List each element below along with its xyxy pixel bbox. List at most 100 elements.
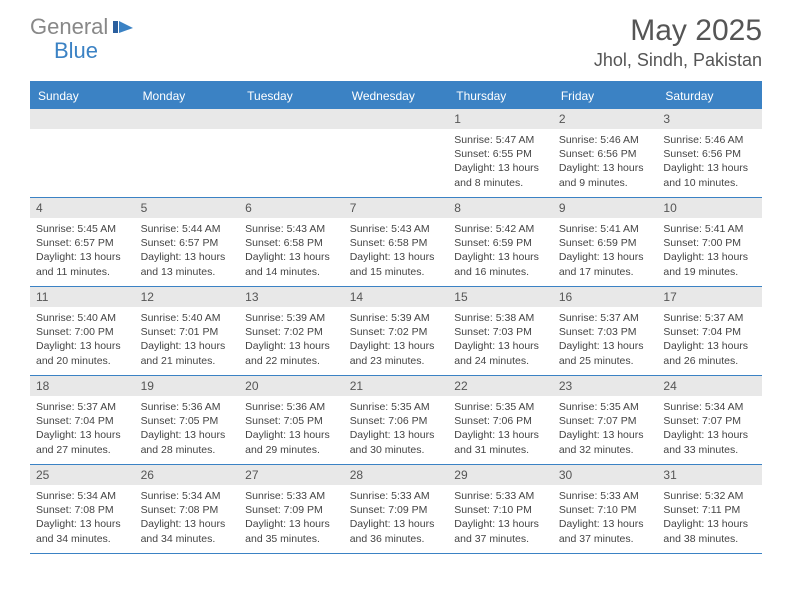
weekday-thursday: Thursday	[448, 83, 553, 109]
sunrise-text: Sunrise: 5:46 AM	[663, 133, 756, 147]
daylight-text: Daylight: 13 hours and 13 minutes.	[141, 250, 234, 278]
sunset-text: Sunset: 7:05 PM	[141, 414, 234, 428]
day-number: 21	[344, 376, 449, 396]
day-number: 5	[135, 198, 240, 218]
day-cell: 15Sunrise: 5:38 AMSunset: 7:03 PMDayligh…	[448, 287, 553, 375]
day-info: Sunrise: 5:37 AMSunset: 7:04 PMDaylight:…	[30, 396, 135, 463]
daylight-text: Daylight: 13 hours and 34 minutes.	[36, 517, 129, 545]
daylight-text: Daylight: 13 hours and 33 minutes.	[663, 428, 756, 456]
day-cell: 18Sunrise: 5:37 AMSunset: 7:04 PMDayligh…	[30, 376, 135, 464]
day-number: 13	[239, 287, 344, 307]
weekday-saturday: Saturday	[657, 83, 762, 109]
day-number: 30	[553, 465, 658, 485]
day-info: Sunrise: 5:38 AMSunset: 7:03 PMDaylight:…	[448, 307, 553, 374]
day-number: 11	[30, 287, 135, 307]
sunrise-text: Sunrise: 5:32 AM	[663, 489, 756, 503]
day-info: Sunrise: 5:34 AMSunset: 7:08 PMDaylight:…	[30, 485, 135, 552]
location-label: Jhol, Sindh, Pakistan	[594, 50, 762, 71]
sunrise-text: Sunrise: 5:33 AM	[454, 489, 547, 503]
day-number: 31	[657, 465, 762, 485]
sunrise-text: Sunrise: 5:35 AM	[559, 400, 652, 414]
day-cell: 23Sunrise: 5:35 AMSunset: 7:07 PMDayligh…	[553, 376, 658, 464]
day-cell: 19Sunrise: 5:36 AMSunset: 7:05 PMDayligh…	[135, 376, 240, 464]
day-cell: 22Sunrise: 5:35 AMSunset: 7:06 PMDayligh…	[448, 376, 553, 464]
day-cell: 5Sunrise: 5:44 AMSunset: 6:57 PMDaylight…	[135, 198, 240, 286]
sunset-text: Sunset: 7:00 PM	[663, 236, 756, 250]
daylight-text: Daylight: 13 hours and 36 minutes.	[350, 517, 443, 545]
daylight-text: Daylight: 13 hours and 31 minutes.	[454, 428, 547, 456]
day-number: 4	[30, 198, 135, 218]
day-info: Sunrise: 5:47 AMSunset: 6:55 PMDaylight:…	[448, 129, 553, 196]
day-info: Sunrise: 5:40 AMSunset: 7:01 PMDaylight:…	[135, 307, 240, 374]
sunset-text: Sunset: 6:58 PM	[350, 236, 443, 250]
weekday-friday: Friday	[553, 83, 658, 109]
day-cell: 3Sunrise: 5:46 AMSunset: 6:56 PMDaylight…	[657, 109, 762, 197]
day-number: 28	[344, 465, 449, 485]
sunset-text: Sunset: 6:59 PM	[454, 236, 547, 250]
day-cell	[30, 109, 135, 197]
daylight-text: Daylight: 13 hours and 21 minutes.	[141, 339, 234, 367]
day-info: Sunrise: 5:34 AMSunset: 7:07 PMDaylight:…	[657, 396, 762, 463]
daylight-text: Daylight: 13 hours and 27 minutes.	[36, 428, 129, 456]
day-cell: 10Sunrise: 5:41 AMSunset: 7:00 PMDayligh…	[657, 198, 762, 286]
daylight-text: Daylight: 13 hours and 22 minutes.	[245, 339, 338, 367]
day-number: 22	[448, 376, 553, 396]
day-info: Sunrise: 5:39 AMSunset: 7:02 PMDaylight:…	[239, 307, 344, 374]
sunrise-text: Sunrise: 5:34 AM	[663, 400, 756, 414]
sunrise-text: Sunrise: 5:37 AM	[559, 311, 652, 325]
sunrise-text: Sunrise: 5:43 AM	[350, 222, 443, 236]
day-cell: 12Sunrise: 5:40 AMSunset: 7:01 PMDayligh…	[135, 287, 240, 375]
header: General Blue May 2025 Jhol, Sindh, Pakis…	[0, 0, 792, 75]
daylight-text: Daylight: 13 hours and 37 minutes.	[559, 517, 652, 545]
day-number: 9	[553, 198, 658, 218]
sunrise-text: Sunrise: 5:34 AM	[141, 489, 234, 503]
sunset-text: Sunset: 7:05 PM	[245, 414, 338, 428]
day-cell: 8Sunrise: 5:42 AMSunset: 6:59 PMDaylight…	[448, 198, 553, 286]
day-cell: 2Sunrise: 5:46 AMSunset: 6:56 PMDaylight…	[553, 109, 658, 197]
week-row: 11Sunrise: 5:40 AMSunset: 7:00 PMDayligh…	[30, 287, 762, 376]
sunrise-text: Sunrise: 5:41 AM	[559, 222, 652, 236]
day-info: Sunrise: 5:40 AMSunset: 7:00 PMDaylight:…	[30, 307, 135, 374]
flag-icon	[112, 19, 134, 35]
day-number: 23	[553, 376, 658, 396]
sunset-text: Sunset: 7:08 PM	[36, 503, 129, 517]
day-info: Sunrise: 5:33 AMSunset: 7:09 PMDaylight:…	[344, 485, 449, 552]
sunset-text: Sunset: 6:56 PM	[559, 147, 652, 161]
sunrise-text: Sunrise: 5:43 AM	[245, 222, 338, 236]
sunset-text: Sunset: 6:57 PM	[36, 236, 129, 250]
day-number: 20	[239, 376, 344, 396]
daylight-text: Daylight: 13 hours and 34 minutes.	[141, 517, 234, 545]
day-info: Sunrise: 5:46 AMSunset: 6:56 PMDaylight:…	[657, 129, 762, 196]
sunset-text: Sunset: 7:09 PM	[350, 503, 443, 517]
day-info: Sunrise: 5:37 AMSunset: 7:04 PMDaylight:…	[657, 307, 762, 374]
day-info: Sunrise: 5:35 AMSunset: 7:06 PMDaylight:…	[344, 396, 449, 463]
day-number: 12	[135, 287, 240, 307]
day-cell: 4Sunrise: 5:45 AMSunset: 6:57 PMDaylight…	[30, 198, 135, 286]
sunset-text: Sunset: 7:01 PM	[141, 325, 234, 339]
day-number: 3	[657, 109, 762, 129]
day-number: 25	[30, 465, 135, 485]
sunset-text: Sunset: 6:56 PM	[663, 147, 756, 161]
logo: General Blue	[30, 14, 136, 40]
day-cell	[239, 109, 344, 197]
daylight-text: Daylight: 13 hours and 9 minutes.	[559, 161, 652, 189]
day-cell: 1Sunrise: 5:47 AMSunset: 6:55 PMDaylight…	[448, 109, 553, 197]
sunrise-text: Sunrise: 5:37 AM	[36, 400, 129, 414]
sunset-text: Sunset: 7:09 PM	[245, 503, 338, 517]
sunrise-text: Sunrise: 5:33 AM	[559, 489, 652, 503]
day-number: 16	[553, 287, 658, 307]
day-number: 18	[30, 376, 135, 396]
day-cell: 26Sunrise: 5:34 AMSunset: 7:08 PMDayligh…	[135, 465, 240, 553]
sunrise-text: Sunrise: 5:46 AM	[559, 133, 652, 147]
daylight-text: Daylight: 13 hours and 19 minutes.	[663, 250, 756, 278]
day-number: 17	[657, 287, 762, 307]
day-cell: 30Sunrise: 5:33 AMSunset: 7:10 PMDayligh…	[553, 465, 658, 553]
sunset-text: Sunset: 7:07 PM	[663, 414, 756, 428]
day-info: Sunrise: 5:34 AMSunset: 7:08 PMDaylight:…	[135, 485, 240, 552]
sunrise-text: Sunrise: 5:35 AM	[350, 400, 443, 414]
day-info: Sunrise: 5:41 AMSunset: 7:00 PMDaylight:…	[657, 218, 762, 285]
title-block: May 2025 Jhol, Sindh, Pakistan	[594, 14, 762, 71]
day-number: 24	[657, 376, 762, 396]
day-info: Sunrise: 5:35 AMSunset: 7:07 PMDaylight:…	[553, 396, 658, 463]
logo-text-general: General	[30, 14, 108, 40]
